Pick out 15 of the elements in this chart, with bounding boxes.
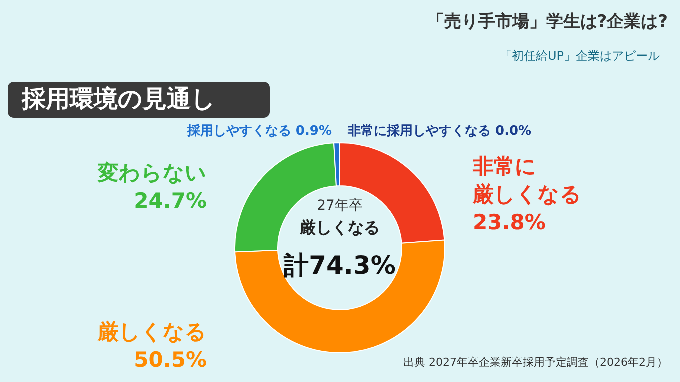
text: 「売り手市場」学生は?企業は?: [427, 12, 668, 32]
text: 「初任給UP」企業はアピール: [500, 49, 660, 63]
chart-title: 採用環境の見通し: [21, 85, 216, 113]
slice-label: 採用しやすくなる 0.9%: [186, 124, 332, 139]
data-label: 50.5%: [134, 348, 207, 372]
category-label: 非常に採用しやすくなる 0.0%: [348, 124, 532, 139]
data-label: 23.8%: [473, 210, 546, 234]
slice-label: 非常に厳しくなる: [472, 154, 582, 206]
source-note: 出典 2027年卒企業新卒採用予定調査（2026年2月）: [404, 356, 668, 369]
text: 27年卒: [317, 198, 363, 214]
text: 計74.3%: [283, 251, 396, 280]
data-label: 24.7%: [134, 189, 207, 214]
slice-label: 変わらない: [97, 161, 207, 186]
slice-label: 厳しくなる: [97, 320, 207, 344]
text: 厳しくなる: [299, 218, 380, 237]
